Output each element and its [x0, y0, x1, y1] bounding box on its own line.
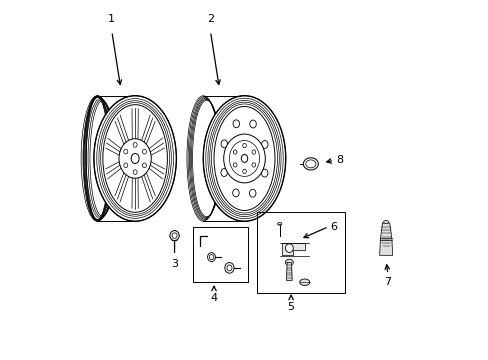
Ellipse shape	[232, 189, 239, 197]
Ellipse shape	[102, 105, 167, 212]
Bar	[257, 212, 344, 293]
Ellipse shape	[229, 140, 259, 176]
Ellipse shape	[233, 150, 237, 154]
Ellipse shape	[303, 158, 318, 170]
Text: 5: 5	[287, 302, 294, 312]
Ellipse shape	[249, 189, 255, 197]
Text: 1: 1	[108, 14, 115, 24]
Ellipse shape	[249, 120, 256, 128]
Ellipse shape	[169, 230, 179, 240]
Ellipse shape	[285, 259, 293, 266]
Text: 3: 3	[171, 259, 178, 269]
Text: 8: 8	[335, 155, 343, 165]
Ellipse shape	[94, 96, 176, 221]
Ellipse shape	[299, 279, 309, 285]
Polygon shape	[282, 243, 305, 255]
Ellipse shape	[251, 150, 255, 154]
Text: 2: 2	[206, 14, 214, 24]
Ellipse shape	[133, 170, 137, 175]
Ellipse shape	[207, 253, 215, 262]
Ellipse shape	[142, 149, 146, 154]
Ellipse shape	[172, 233, 177, 238]
Text: 6: 6	[330, 222, 337, 231]
Bar	[192, 226, 247, 282]
Text: 4: 4	[210, 293, 217, 303]
Ellipse shape	[242, 169, 246, 174]
Ellipse shape	[241, 154, 247, 162]
Ellipse shape	[285, 244, 293, 252]
Ellipse shape	[119, 139, 151, 178]
Ellipse shape	[123, 149, 127, 154]
Ellipse shape	[277, 222, 281, 225]
Ellipse shape	[221, 140, 227, 148]
Polygon shape	[286, 262, 292, 280]
Ellipse shape	[305, 160, 315, 168]
Ellipse shape	[226, 265, 231, 271]
Ellipse shape	[214, 107, 274, 211]
Ellipse shape	[123, 163, 127, 168]
Ellipse shape	[221, 168, 227, 176]
Ellipse shape	[142, 163, 146, 168]
Ellipse shape	[233, 120, 239, 128]
Ellipse shape	[242, 143, 246, 148]
Ellipse shape	[233, 163, 237, 167]
Ellipse shape	[133, 143, 137, 147]
Polygon shape	[379, 223, 392, 255]
Text: 7: 7	[384, 277, 391, 287]
Ellipse shape	[383, 221, 388, 224]
Ellipse shape	[261, 140, 267, 148]
Ellipse shape	[251, 163, 255, 167]
Ellipse shape	[261, 169, 267, 177]
Ellipse shape	[131, 153, 139, 163]
Ellipse shape	[223, 134, 265, 183]
Ellipse shape	[203, 96, 285, 221]
Ellipse shape	[209, 255, 213, 260]
Ellipse shape	[224, 262, 234, 273]
